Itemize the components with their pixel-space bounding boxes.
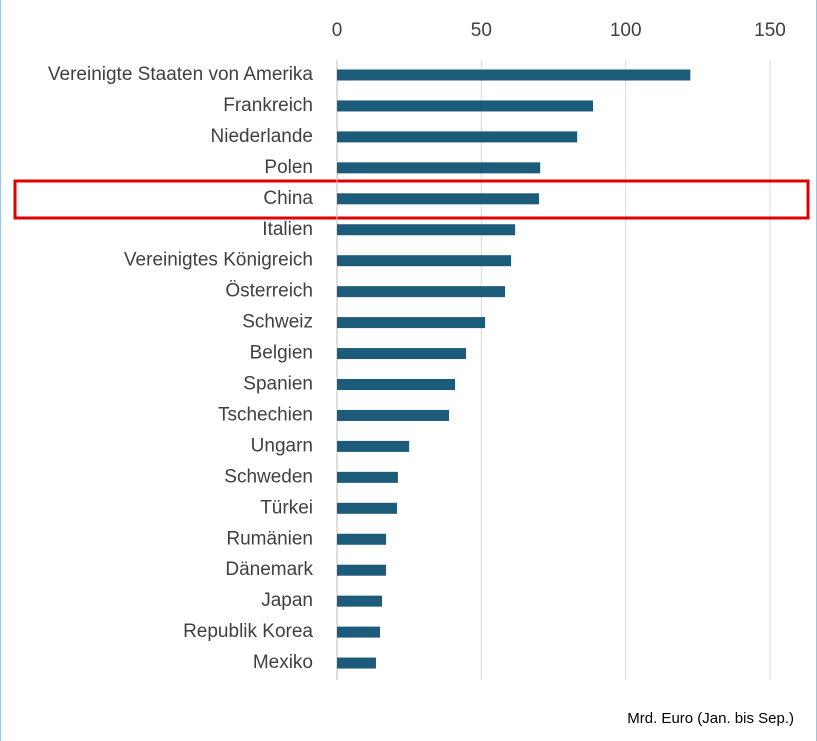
y-tick-label: Belgien	[250, 343, 313, 364]
x-tick-label: 0	[332, 20, 343, 41]
highlight-box	[13, 179, 810, 220]
y-tick-label: Schweden	[224, 466, 313, 487]
y-tick-label: Polen	[264, 157, 313, 178]
bar	[337, 69, 691, 81]
bar	[337, 100, 594, 112]
bar	[337, 564, 387, 576]
y-tick-label: Japan	[261, 590, 313, 611]
y-tick-label: Vereinigte Staaten von Amerika	[48, 64, 314, 85]
x-tick-label: 50	[471, 20, 492, 41]
y-tick-label: Frankreich	[223, 95, 313, 116]
x-tick-label: 100	[610, 20, 642, 41]
x-tick-label: 150	[754, 20, 786, 41]
bar	[337, 286, 506, 298]
bar	[337, 409, 450, 421]
y-tick-label: Tschechien	[218, 404, 313, 425]
bar	[337, 379, 456, 390]
y-tick-label: Italien	[262, 219, 313, 240]
bar	[337, 348, 467, 360]
bar	[337, 502, 398, 514]
bar	[337, 317, 486, 329]
bar	[337, 193, 540, 205]
bar	[337, 224, 516, 236]
y-tick-label: Schweiz	[242, 312, 313, 333]
bar	[337, 440, 410, 452]
bar	[337, 471, 398, 483]
y-tick-label: Dänemark	[225, 559, 313, 580]
bar	[337, 255, 512, 267]
y-tick-label: Mexiko	[253, 652, 313, 673]
y-tick-label: Niederlande	[211, 126, 313, 147]
bar	[337, 162, 541, 174]
y-tick-label: Türkei	[260, 497, 313, 518]
axis-label: Mrd. Euro (Jan. bis Sep.)	[627, 710, 794, 727]
y-tick-label: Österreich	[225, 281, 313, 302]
bar	[337, 657, 376, 669]
y-tick-label: Vereinigtes Königreich	[124, 250, 313, 271]
bar	[337, 595, 383, 607]
bar	[337, 131, 578, 143]
y-tick-label: Rumänien	[226, 528, 313, 549]
y-tick-label: Republik Korea	[183, 621, 313, 642]
y-tick-label: Ungarn	[251, 435, 313, 456]
bar	[337, 626, 381, 638]
y-tick-label: China	[263, 188, 313, 209]
y-tick-label: Spanien	[243, 374, 313, 395]
bar	[337, 533, 387, 545]
